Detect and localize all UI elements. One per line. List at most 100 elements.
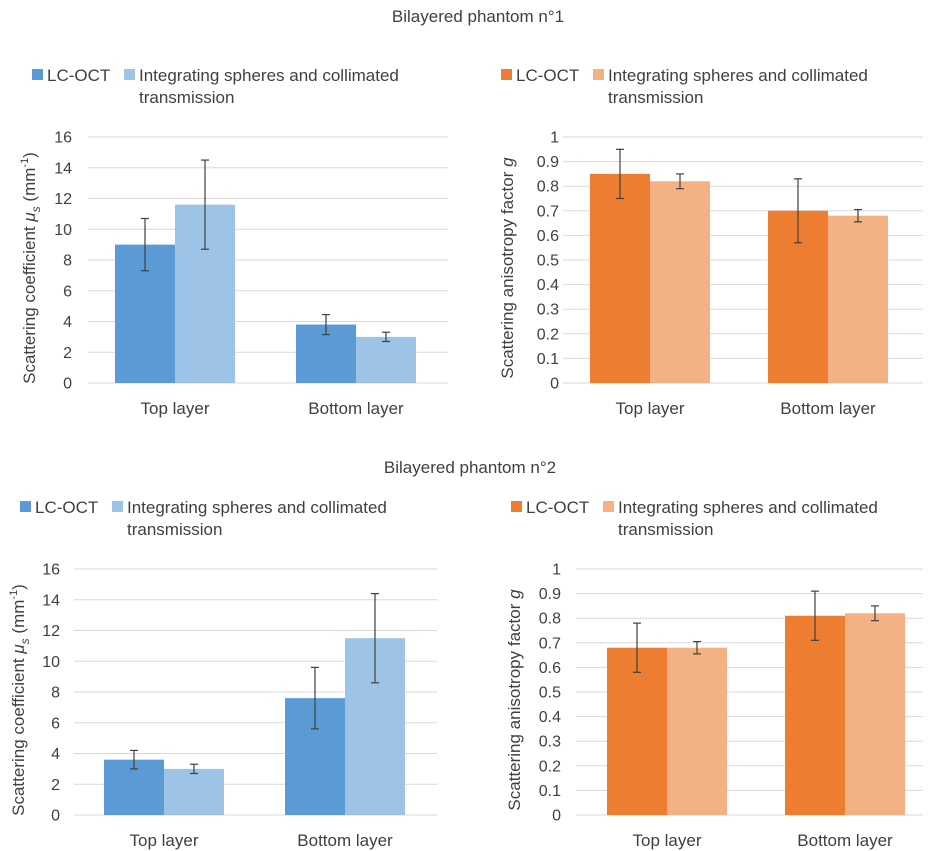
x-category-label: Bottom layer [297, 831, 393, 850]
legend-label-lcoct: LC-OCT [516, 66, 579, 85]
legend-swatch-lcoct [501, 69, 512, 80]
error-bar [311, 666, 319, 730]
error-bar [371, 592, 379, 684]
y-axis-title: Scattering anisotropy factor g [505, 589, 524, 811]
y-tick-label: 0.8 [537, 179, 559, 196]
y-tick-label: 0.9 [539, 586, 561, 603]
y-tick-label: 8 [51, 685, 60, 702]
x-category-label: Top layer [141, 399, 210, 418]
bar-reference-top-layer [667, 647, 727, 815]
y-tick-label: 4 [63, 314, 72, 331]
bar-reference-top-layer [164, 768, 224, 815]
phantom-2-title: Bilayered phantom n°2 [384, 458, 556, 477]
y-axis-title-unit: (mm [9, 600, 28, 639]
y-axis-title-subscript: s [18, 638, 32, 644]
legend-swatch-reference [124, 69, 135, 80]
chart-legend: LC-OCT Integrating spheres and collimated… [32, 66, 399, 107]
y-axis-title: Scattering anisotropy factor g [498, 157, 517, 379]
y-axis-title-unit-superscript: -1 [8, 590, 20, 600]
chart-legend: LC-OCT Integrating spheres and collimated… [20, 498, 387, 539]
y-axis-title-variable: g [498, 157, 517, 167]
error-bar [201, 159, 209, 250]
error-bar [693, 640, 701, 655]
chart-panels: LC-OCT Integrating spheres and collimated… [8, 66, 923, 850]
chart-panel-2: LC-OCT Integrating spheres and collimated… [498, 66, 923, 418]
y-tick-label: 4 [51, 746, 60, 763]
legend-label-lcoct: LC-OCT [526, 498, 589, 517]
x-category-label: Top layer [633, 831, 702, 850]
y-tick-label: 0 [51, 808, 60, 825]
y-tick-label: 0.4 [537, 277, 559, 294]
y-axis-title-text: Scattering coefficient [9, 654, 28, 816]
y-tick-label: 0.6 [539, 660, 561, 677]
error-bar [190, 763, 198, 775]
legend-label-reference-line1: Integrating spheres and collimated [608, 66, 868, 85]
error-bar [141, 217, 149, 272]
y-axis-title: Scattering coefficient μs (mm-1) [19, 152, 43, 384]
error-bar [794, 178, 802, 244]
y-tick-label: 0.1 [539, 783, 561, 800]
y-tick-label: 2 [63, 345, 72, 362]
y-tick-label: 6 [51, 715, 60, 732]
bar-reference-bottom-layer [845, 613, 905, 815]
chart-panel-4: LC-OCT Integrating spheres and collimated… [505, 498, 923, 850]
legend-label-reference-line2: transmission [608, 88, 703, 107]
x-category-label: Bottom layer [780, 399, 876, 418]
y-axis-title-unit-close: ) [9, 584, 28, 590]
y-axis-title-unit: (mm [20, 168, 39, 207]
legend-label-reference-line2: transmission [139, 88, 234, 107]
legend-swatch-lcoct [32, 69, 43, 80]
y-tick-label: 0.9 [537, 154, 559, 171]
y-tick-label: 12 [42, 623, 60, 640]
y-tick-label: 14 [54, 160, 72, 177]
bar-reference-bottom-layer [828, 215, 888, 383]
phantom-1-title: Bilayered phantom n°1 [392, 7, 564, 26]
y-tick-label: 0 [550, 376, 559, 393]
legend-label-lcoct: LC-OCT [35, 498, 98, 517]
y-tick-label: 0.4 [539, 709, 561, 726]
bar-lcoct-top-layer [607, 647, 667, 815]
y-axis-title-unit-close: ) [20, 152, 39, 158]
y-tick-label: 0 [552, 808, 561, 825]
y-axis-title-text: Scattering anisotropy factor [498, 167, 517, 379]
y-tick-label: 0 [63, 376, 72, 393]
y-axis-title-variable: g [505, 589, 524, 599]
y-tick-label: 0.3 [537, 302, 559, 319]
y-axis-title-symbol: μ [20, 212, 39, 223]
y-tick-label: 0.5 [539, 685, 561, 702]
error-bar [382, 331, 390, 343]
legend-swatch-reference [593, 69, 604, 80]
chart-legend: LC-OCT Integrating spheres and collimated… [511, 498, 878, 539]
legend-swatch-reference [112, 501, 123, 512]
y-tick-label: 0.7 [539, 635, 561, 652]
y-tick-label: 12 [54, 191, 72, 208]
chart-panel-1: LC-OCT Integrating spheres and collimated… [19, 66, 448, 418]
y-tick-label: 0.2 [537, 326, 559, 343]
error-bar [322, 313, 330, 336]
chart-legend: LC-OCT Integrating spheres and collimated… [501, 66, 868, 107]
y-tick-label: 14 [42, 592, 60, 609]
x-category-label: Bottom layer [797, 831, 893, 850]
legend-label-reference-line1: Integrating spheres and collimated [139, 66, 399, 85]
y-tick-label: 0.2 [539, 758, 561, 775]
y-tick-label: 1 [550, 130, 559, 147]
y-tick-label: 8 [63, 253, 72, 270]
y-axis-title-subscript: s [29, 206, 43, 212]
y-tick-label: 0.5 [537, 253, 559, 270]
bar-lcoct-top-layer [590, 173, 650, 383]
x-category-label: Top layer [616, 399, 685, 418]
y-axis-title-text: Scattering coefficient [20, 222, 39, 384]
y-tick-label: 1 [552, 562, 561, 579]
x-category-label: Top layer [130, 831, 199, 850]
y-tick-label: 16 [54, 130, 72, 147]
bar-reference-bottom-layer [356, 336, 416, 383]
legend-label-reference-line1: Integrating spheres and collimated [618, 498, 878, 517]
legend-swatch-lcoct [511, 501, 522, 512]
y-tick-label: 0.7 [537, 203, 559, 220]
y-axis-title: Scattering coefficient μs (mm-1) [8, 584, 32, 816]
bar-reference-top-layer [650, 181, 710, 383]
error-bar [854, 208, 862, 223]
y-axis-title-unit-superscript: -1 [19, 158, 31, 168]
y-tick-label: 0.6 [537, 228, 559, 245]
